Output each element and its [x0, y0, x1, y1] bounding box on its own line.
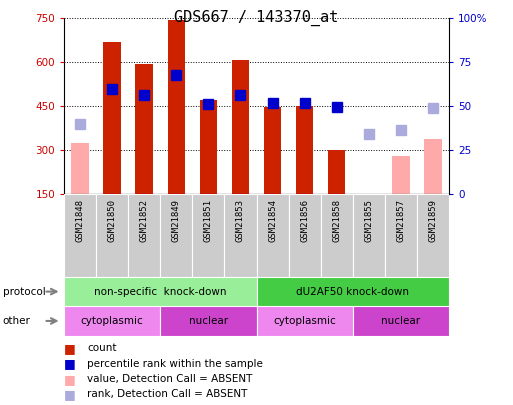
Bar — [168, 20, 185, 194]
Text: rank, Detection Call = ABSENT: rank, Detection Call = ABSENT — [87, 390, 248, 399]
Bar — [232, 60, 249, 194]
Bar — [424, 139, 442, 194]
Text: other: other — [3, 316, 30, 326]
Bar — [71, 143, 89, 194]
Text: non-specific  knock-down: non-specific knock-down — [94, 287, 227, 296]
Text: GSM21854: GSM21854 — [268, 198, 277, 241]
Text: GSM21849: GSM21849 — [172, 198, 181, 241]
Text: GDS667 / 143370_at: GDS667 / 143370_at — [174, 10, 339, 26]
Text: dU2AF50 knock-down: dU2AF50 knock-down — [296, 287, 409, 296]
Text: nuclear: nuclear — [189, 316, 228, 326]
Bar — [256, 306, 353, 336]
Bar — [353, 306, 449, 336]
Text: ■: ■ — [64, 388, 76, 401]
Text: GSM21853: GSM21853 — [236, 198, 245, 241]
Bar — [296, 106, 313, 194]
Text: ■: ■ — [64, 342, 76, 355]
Text: ■: ■ — [64, 357, 76, 370]
Text: GSM21856: GSM21856 — [300, 198, 309, 241]
Bar — [328, 150, 345, 194]
Text: GSM21858: GSM21858 — [332, 198, 341, 241]
Bar — [321, 194, 353, 277]
Text: cytoplasmic: cytoplasmic — [81, 316, 144, 326]
Text: cytoplasmic: cytoplasmic — [273, 316, 336, 326]
Bar — [104, 42, 121, 194]
Bar — [160, 306, 256, 336]
Bar — [256, 277, 449, 306]
Text: GSM21857: GSM21857 — [396, 198, 405, 241]
Bar — [128, 194, 160, 277]
Bar — [288, 194, 321, 277]
Bar — [200, 100, 217, 194]
Bar — [96, 194, 128, 277]
Bar — [192, 194, 225, 277]
Bar — [64, 277, 256, 306]
Bar — [160, 194, 192, 277]
Text: ■: ■ — [64, 373, 76, 386]
Bar — [353, 194, 385, 277]
Bar — [385, 194, 417, 277]
Text: value, Detection Call = ABSENT: value, Detection Call = ABSENT — [87, 374, 252, 384]
Bar — [417, 194, 449, 277]
Bar — [64, 194, 96, 277]
Text: protocol: protocol — [3, 287, 45, 296]
Text: percentile rank within the sample: percentile rank within the sample — [87, 359, 263, 369]
Text: GSM21850: GSM21850 — [108, 198, 117, 241]
Text: GSM21859: GSM21859 — [428, 198, 438, 241]
Text: GSM21848: GSM21848 — [75, 198, 85, 241]
Text: nuclear: nuclear — [381, 316, 420, 326]
Text: GSM21852: GSM21852 — [140, 198, 149, 241]
Text: GSM21851: GSM21851 — [204, 198, 213, 241]
Bar — [135, 64, 153, 194]
Bar — [256, 194, 288, 277]
Bar — [64, 306, 160, 336]
Text: count: count — [87, 343, 117, 353]
Bar — [392, 156, 409, 194]
Bar — [225, 194, 256, 277]
Bar — [264, 107, 281, 194]
Text: GSM21855: GSM21855 — [364, 198, 373, 241]
